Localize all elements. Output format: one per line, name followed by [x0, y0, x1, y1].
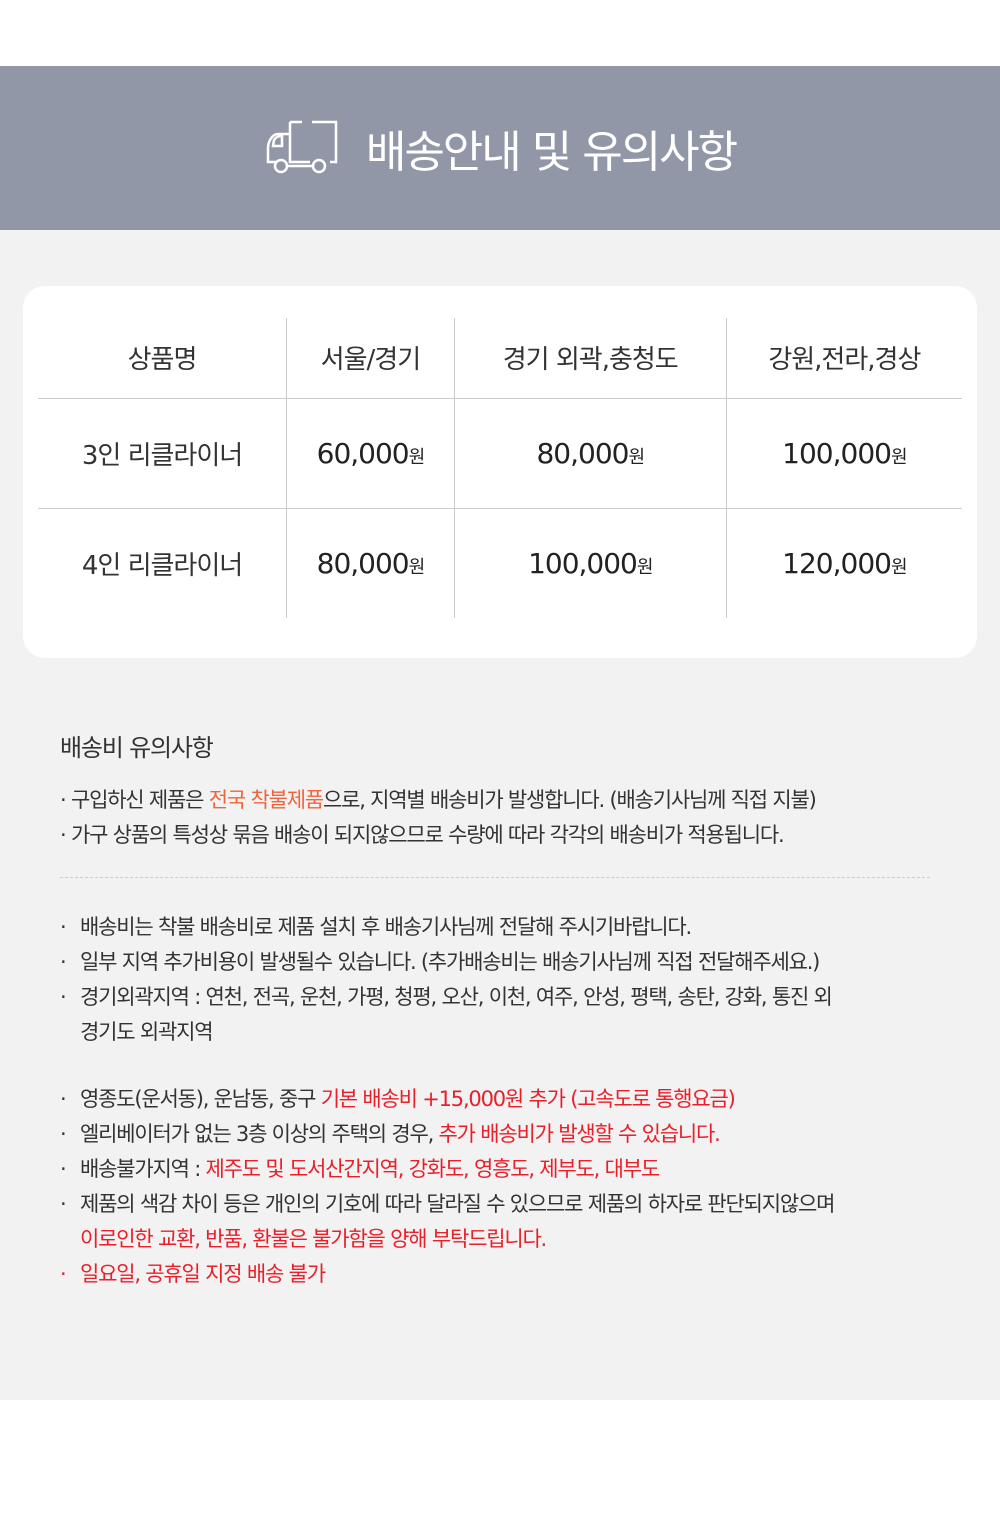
header-banner: 배송안내 및 유의사항 — [0, 66, 1000, 230]
notice-line: · 가구 상품의 특성상 묶음 배송이 되지않으므로 수량에 따라 각각의 배송… — [60, 823, 785, 847]
bullet-list-extra: 영종도(운서동), 운남동, 중구 기본 배송비 +15,000원 추가 (고속… — [60, 1082, 835, 1292]
list-item: 엘리베이터가 없는 3층 이상의 주택의 경우, 추가 배송비가 발생할 수 있… — [60, 1117, 834, 1152]
list-item: 배송불가지역 : 제주도 및 도서산간지역, 강화도, 영흥도, 제부도, 대부… — [60, 1152, 834, 1187]
table-row: 3인 리클라이너 60,000원 80,000원 100,000원 — [38, 398, 962, 509]
column-header: 경기 외곽,충청도 — [453, 318, 727, 399]
price-cell: 80,000원 — [286, 508, 455, 618]
shipping-fee-table: 상품명 서울/경기 경기 외곽,충청도 강원,전라,경상 3인 리클라이너 60… — [38, 318, 962, 618]
notice-line: · 구입하신 제품은 전국 착불제품으로, 지역별 배송비가 발생합니다. (배… — [60, 788, 817, 812]
column-header: 강원,전라,경상 — [725, 318, 962, 399]
list-item-continuation: 이로인한 교환, 반품, 환불은 불가함을 양해 부탁드립니다. — [80, 1227, 547, 1251]
product-name: 4인 리클라이너 — [81, 550, 243, 581]
price-cell: 80,000원 — [453, 398, 727, 509]
list-item: 영종도(운서동), 운남동, 중구 기본 배송비 +15,000원 추가 (고속… — [60, 1082, 834, 1117]
list-item-continuation: 경기도 외곽지역 — [80, 1020, 214, 1044]
list-item: 경기외곽지역 : 연천, 전곡, 운천, 가평, 청평, 오산, 이천, 여주,… — [60, 980, 833, 1015]
column-header: 서울/경기 — [286, 318, 455, 399]
price-cell: 60,000원 — [286, 398, 455, 509]
page-title: 배송안내 및 유의사항 — [365, 127, 738, 178]
bullet-list-general: 배송비는 착불 배송비로 제품 설치 후 배송기사님께 전달해 주시기바랍니다.… — [60, 910, 833, 1050]
table-row: 4인 리클라이너 80,000원 100,000원 120,000원 — [38, 508, 962, 618]
shipping-fee-card: 상품명 서울/경기 경기 외곽,충청도 강원,전라,경상 3인 리클라이너 60… — [23, 286, 977, 658]
list-item: 제품의 색감 차이 등은 개인의 기호에 따라 달라질 수 있으므로 제품의 하… — [60, 1187, 835, 1222]
price-cell: 100,000원 — [725, 398, 962, 509]
notice-section: 배송비 유의사항 · 구입하신 제품은 전국 착불제품으로, 지역별 배송비가 … — [60, 728, 817, 853]
list-item: 배송비는 착불 배송비로 제품 설치 후 배송기사님께 전달해 주시기바랍니다. — [60, 910, 832, 945]
column-header: 상품명 — [38, 318, 287, 399]
truck-icon — [266, 120, 338, 174]
price-cell: 120,000원 — [725, 508, 962, 618]
list-item: 일부 지역 추가비용이 발생될수 있습니다. (추가배송비는 배송기사님께 직접… — [60, 945, 832, 980]
list-item: 일요일, 공휴일 지정 배송 불가 — [60, 1257, 834, 1292]
notice-title: 배송비 유의사항 — [60, 734, 214, 762]
divider — [60, 877, 930, 878]
product-name: 3인 리클라이너 — [38, 398, 287, 509]
price-cell: 100,000원 — [453, 508, 727, 618]
table-header-row: 상품명 서울/경기 경기 외곽,충청도 강원,전라,경상 — [38, 318, 962, 399]
